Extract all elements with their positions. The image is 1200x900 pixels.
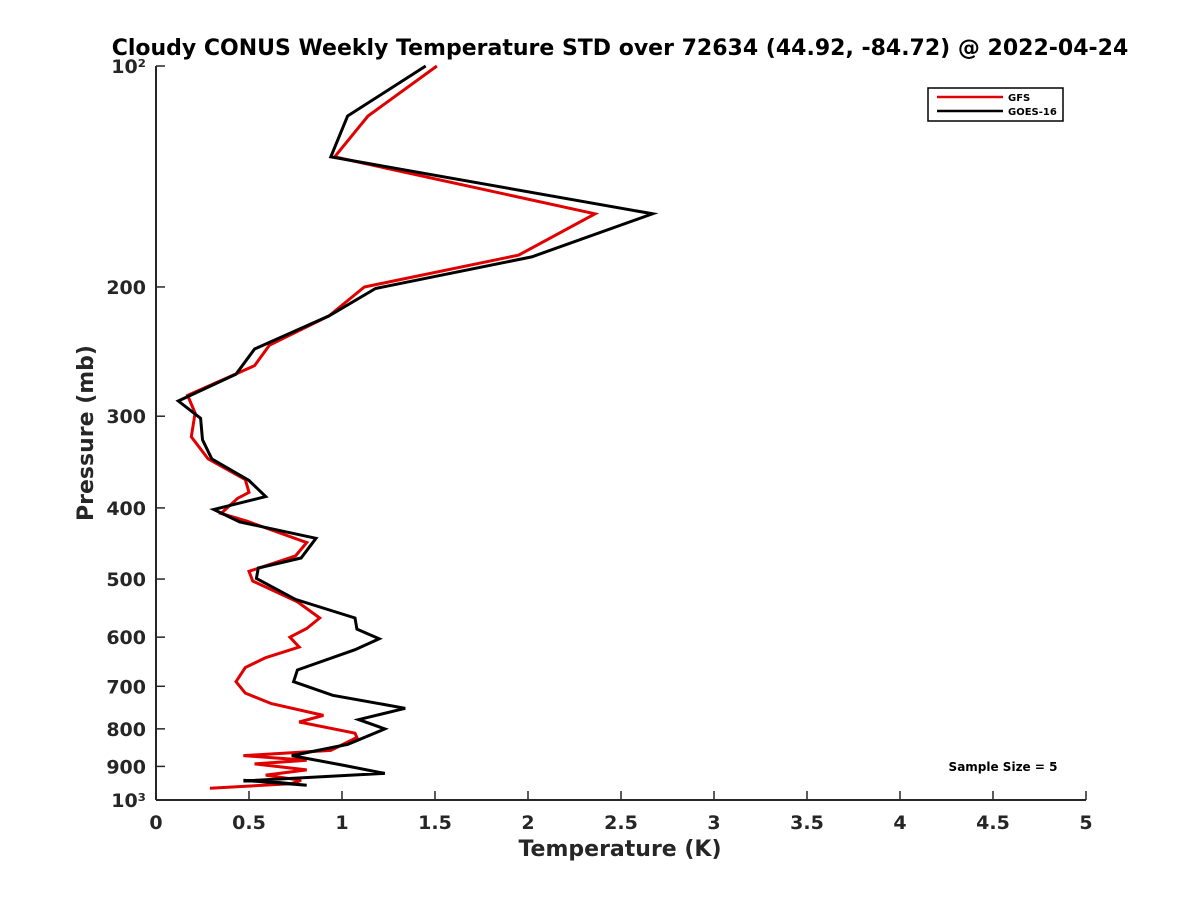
y-tick-label: 800 xyxy=(106,719,146,741)
legend-label-gfs: GFS xyxy=(1008,93,1030,104)
x-tick-label: 3.5 xyxy=(790,812,824,834)
series-layer xyxy=(175,64,659,790)
y-tick-label: 900 xyxy=(106,756,146,778)
y-axis-label: Pressure (mb) xyxy=(74,345,99,521)
x-tick-label: 4.5 xyxy=(976,812,1010,834)
legend-label-goes16: GOES-16 xyxy=(1008,107,1057,118)
y-tick-label: 200 xyxy=(106,277,146,299)
x-tick-label: 3 xyxy=(707,812,720,834)
x-tick-label: 4 xyxy=(893,812,906,834)
y-tick-label: 10² xyxy=(111,56,146,78)
y-tick-label: 300 xyxy=(106,406,146,428)
y-tick-label: 600 xyxy=(106,627,146,649)
series-line-goes16 xyxy=(175,64,659,787)
y-tick-label: 400 xyxy=(106,498,146,520)
x-tick-label: 0.5 xyxy=(232,812,266,834)
legend: GFS GOES-16 xyxy=(927,87,1064,122)
sample-size-annotation: Sample Size = 5 xyxy=(949,760,1058,774)
axes: 0 0.5 1 1.5 2 2.5 3 3.5 4 4.5 5 10² 200 300 400 500 600 7… xyxy=(106,56,1092,834)
x-tick-label: 0 xyxy=(149,812,162,834)
x-tick-label: 2 xyxy=(521,812,534,834)
legend-box xyxy=(927,87,1064,122)
y-tick-label: 500 xyxy=(106,569,146,591)
x-tick-label: 1 xyxy=(335,812,348,834)
series-line-gfs xyxy=(185,64,600,790)
chart-title: Cloudy CONUS Weekly Temperature STD over… xyxy=(112,36,1129,61)
x-tick-label: 5 xyxy=(1079,812,1092,834)
y-tick-label: 700 xyxy=(106,676,146,698)
x-axis-label: Temperature (K) xyxy=(518,837,721,862)
x-tick-label: 2.5 xyxy=(604,812,638,834)
x-tick-label: 1.5 xyxy=(418,812,452,834)
y-tick-label: 10³ xyxy=(111,790,146,812)
